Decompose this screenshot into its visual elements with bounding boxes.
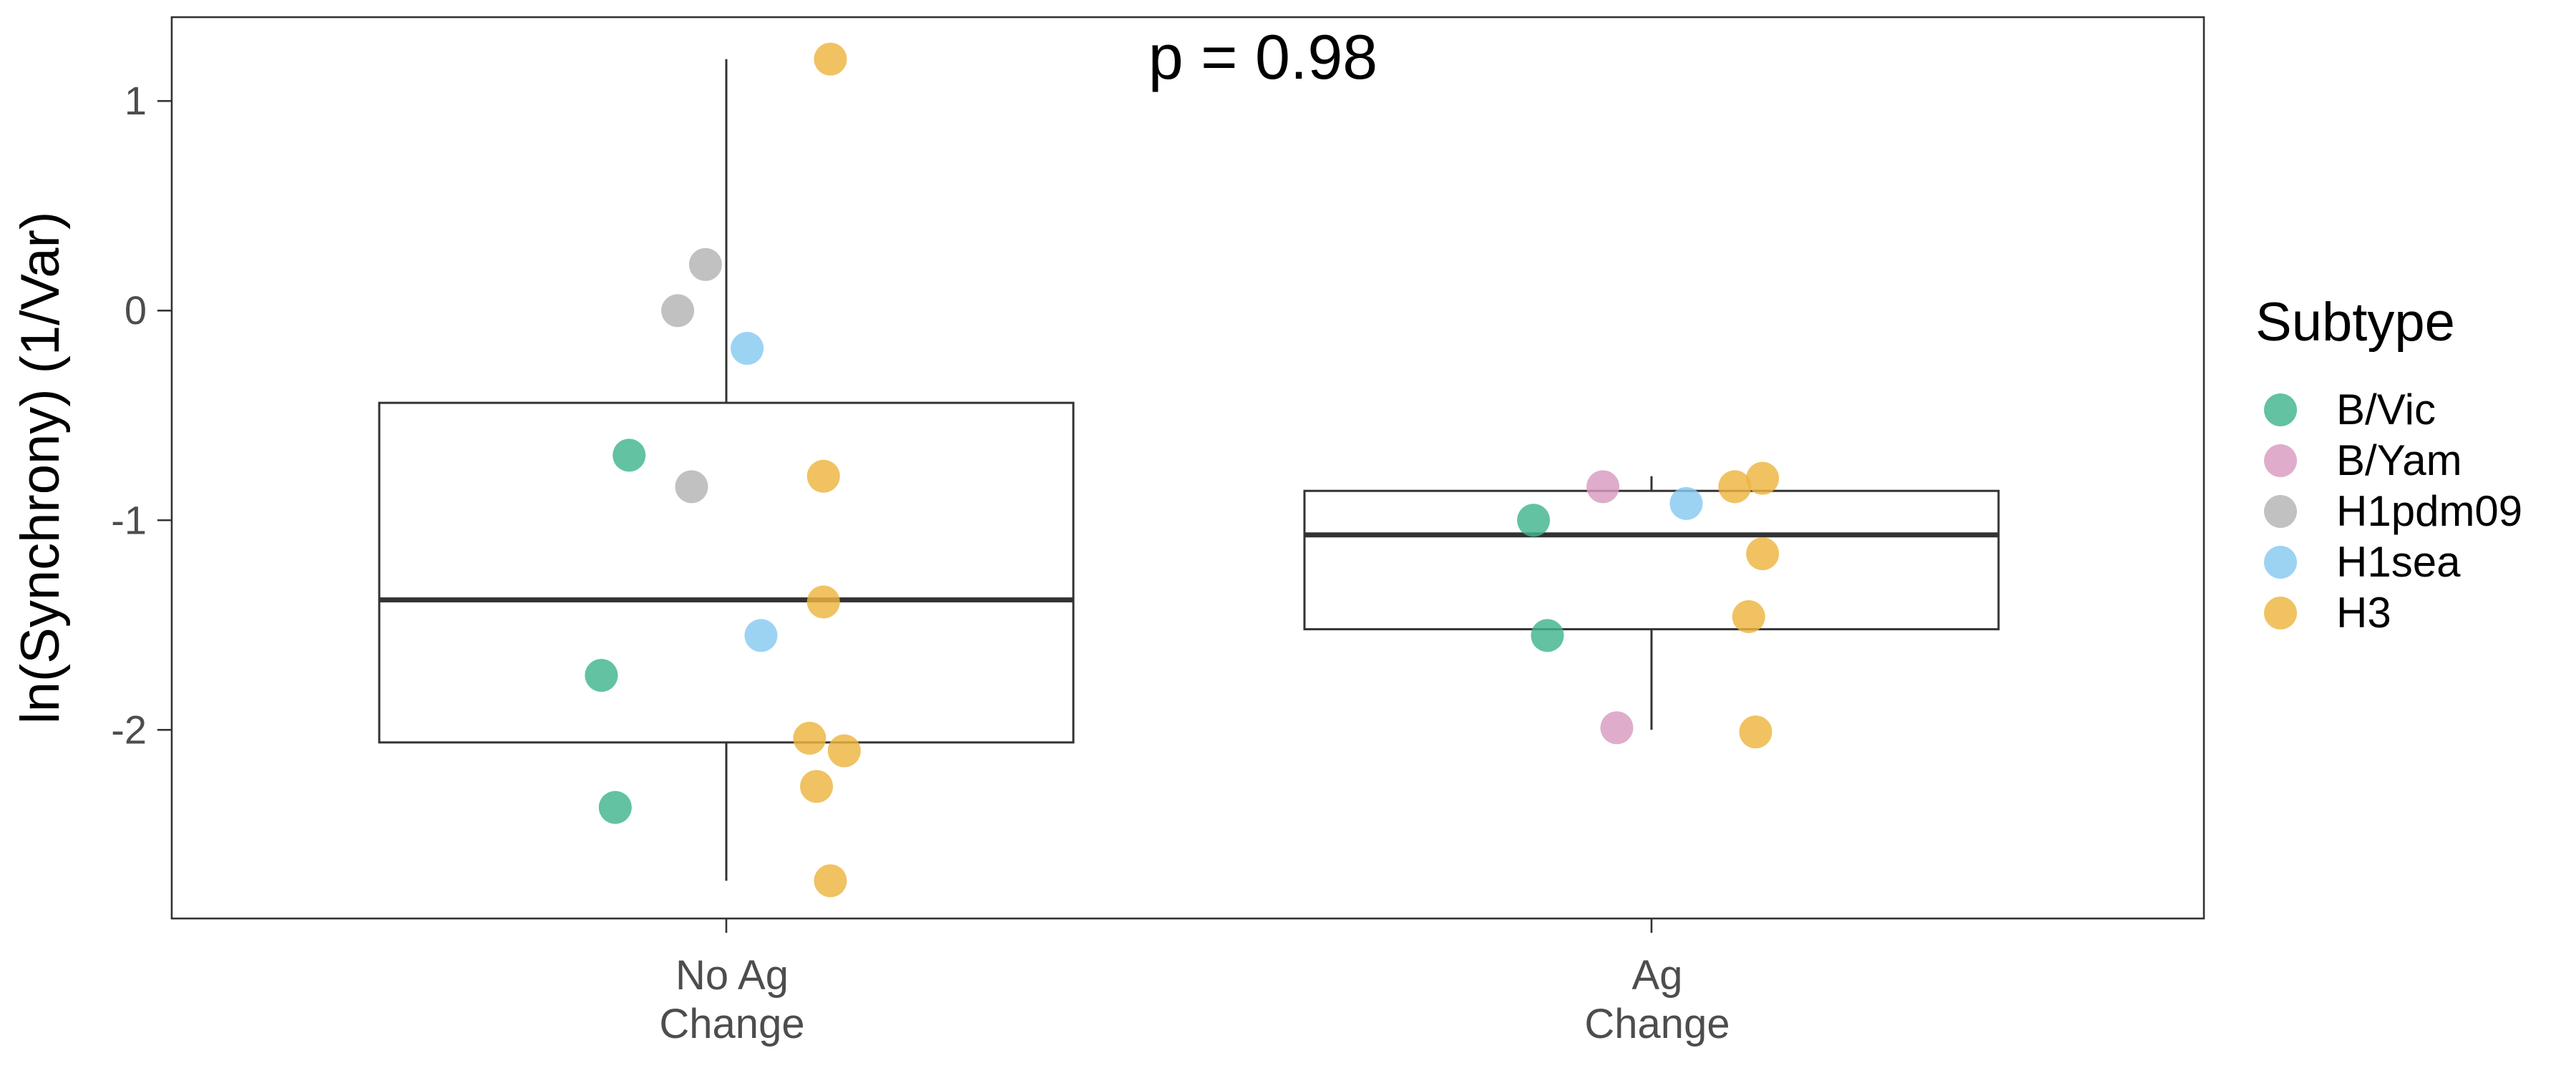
- data-point-h1pdm09: [661, 294, 695, 328]
- data-point-b-yam: [1600, 711, 1634, 745]
- data-point-h1sea: [744, 619, 778, 652]
- data-point-h3: [1732, 600, 1765, 634]
- data-point-h3: [1746, 537, 1780, 571]
- data-point-h3: [814, 864, 847, 898]
- box-ag: [1303, 476, 2000, 730]
- legend-key: [2264, 444, 2297, 477]
- data-point-h1sea: [1669, 486, 1703, 520]
- x-tick-label: No Ag: [675, 952, 789, 999]
- y-axis-title: ln(Synchrony) (1/Var): [10, 212, 71, 725]
- box-iqr: [1303, 489, 2000, 631]
- boxes-layer: [378, 59, 2000, 881]
- y-tick-label: 0: [125, 288, 147, 333]
- data-point-h3: [1718, 470, 1752, 504]
- x-tick-label: Change: [659, 1001, 804, 1047]
- data-point-h3: [793, 722, 826, 755]
- data-point-h1sea: [731, 331, 764, 365]
- y-tick-label: -1: [111, 497, 147, 542]
- points-layer: [585, 42, 1780, 898]
- data-point-h3: [1746, 461, 1780, 495]
- data-point-b-vic: [598, 790, 632, 824]
- y-tick-label: -2: [111, 707, 147, 752]
- legend-key: [2264, 546, 2297, 579]
- legend-label: B/Yam: [2336, 436, 2462, 484]
- legend-label: H1sea: [2336, 538, 2461, 586]
- data-point-h3: [806, 459, 840, 493]
- legend-key: [2264, 597, 2297, 629]
- data-point-h3: [814, 42, 847, 76]
- data-point-h3: [800, 770, 834, 803]
- legend-item: B/Yam: [2264, 436, 2462, 484]
- data-point-b-vic: [585, 659, 618, 692]
- data-point-h3: [827, 734, 861, 768]
- legend-item: H1sea: [2264, 538, 2461, 586]
- legend-label: H1pdm09: [2336, 487, 2522, 535]
- x-tick-label: Change: [1584, 1001, 1729, 1047]
- legend-label: B/Vic: [2336, 386, 2436, 433]
- legend-item: B/Vic: [2264, 386, 2436, 433]
- p-value-annotation: p = 0.98: [1148, 21, 1378, 92]
- y-axis: 1 0 -1 -2: [111, 78, 172, 752]
- data-point-h3: [1739, 715, 1772, 749]
- data-point-b-vic: [613, 438, 646, 472]
- data-point-b-vic: [1517, 504, 1551, 537]
- data-point-b-vic: [1531, 619, 1564, 652]
- legend-item: H3: [2264, 589, 2391, 637]
- data-point-h3: [806, 585, 840, 619]
- legend-key: [2264, 393, 2297, 426]
- legend-item: H1pdm09: [2264, 487, 2522, 535]
- data-point-b-yam: [1586, 470, 1620, 504]
- legend-label: H3: [2336, 589, 2391, 637]
- plot-panel-border: [170, 16, 2205, 920]
- data-point-h1pdm09: [688, 248, 722, 281]
- box-no_ag: [378, 59, 1075, 881]
- legend-title: Subtype: [2255, 292, 2455, 353]
- box-iqr: [378, 401, 1075, 744]
- x-tick-label: Ag: [1632, 952, 1683, 999]
- y-tick-label: 1: [125, 78, 147, 123]
- legend-key: [2264, 495, 2297, 528]
- data-point-h1pdm09: [675, 470, 708, 504]
